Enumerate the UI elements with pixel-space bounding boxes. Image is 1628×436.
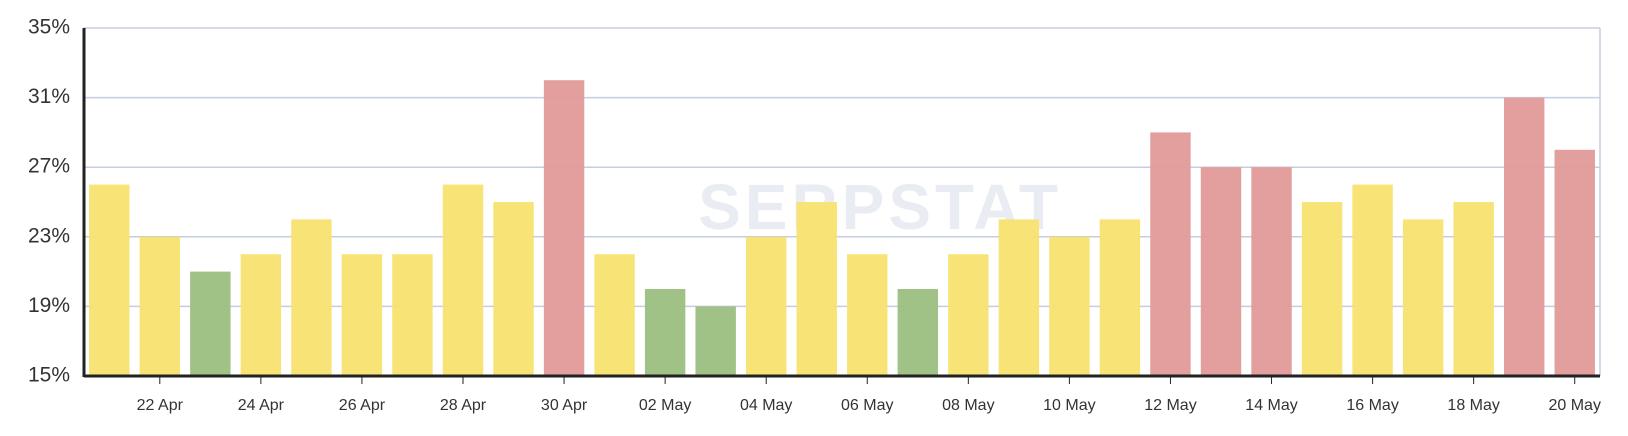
bar [644,289,686,376]
watermark: SERPSTAT [698,171,1062,243]
y-tick-label: 31% [28,85,70,108]
bar [695,306,736,376]
bar [493,202,534,376]
bar [1251,167,1292,376]
bar [1049,236,1090,376]
x-tick-label: 06 May [841,397,893,414]
x-tick-label: 24 Apr [238,397,285,414]
bar [442,184,484,376]
x-tick-label: 16 May [1346,397,1398,414]
bar [745,236,787,376]
x-tick-label: 30 Apr [541,397,588,414]
x-tick-label: 04 May [740,397,792,414]
bar [897,289,939,376]
bar [847,254,888,376]
bar [291,219,332,376]
x-tick-label: 28 Apr [440,397,487,414]
y-tick-label: 15% [28,364,70,387]
bar [1099,219,1141,376]
x-tick-label: 10 May [1043,397,1095,414]
bar [240,254,282,376]
x-tick-label: 20 May [1548,397,1600,414]
y-tick-label: 19% [28,294,70,317]
bar [139,236,181,376]
y-tick-label: 35% [28,16,70,39]
bar [1150,132,1191,376]
bar [594,254,635,376]
y-tick-label: 27% [28,155,70,178]
x-tick-label: 14 May [1245,397,1297,414]
bar [341,254,383,376]
bar [948,254,989,376]
bar [1352,184,1393,376]
x-tick-label: 18 May [1447,397,1499,414]
bar [543,80,585,376]
x-tick-label: 02 May [639,397,691,414]
bar [190,271,231,376]
bar [89,184,130,376]
x-tick-label: 26 Apr [339,397,386,414]
bar [1200,167,1242,376]
bar [796,202,837,376]
x-tick-label: 12 May [1144,397,1196,414]
bar [1301,202,1343,376]
bar [1453,202,1494,376]
y-tick-label: 23% [28,224,70,247]
bar [1402,219,1444,376]
x-tick-label: 08 May [942,397,994,414]
x-tick-label: 22 Apr [137,397,184,414]
bar [998,219,1040,376]
bar [1554,149,1595,376]
bar [392,254,433,376]
bar [1503,97,1545,376]
